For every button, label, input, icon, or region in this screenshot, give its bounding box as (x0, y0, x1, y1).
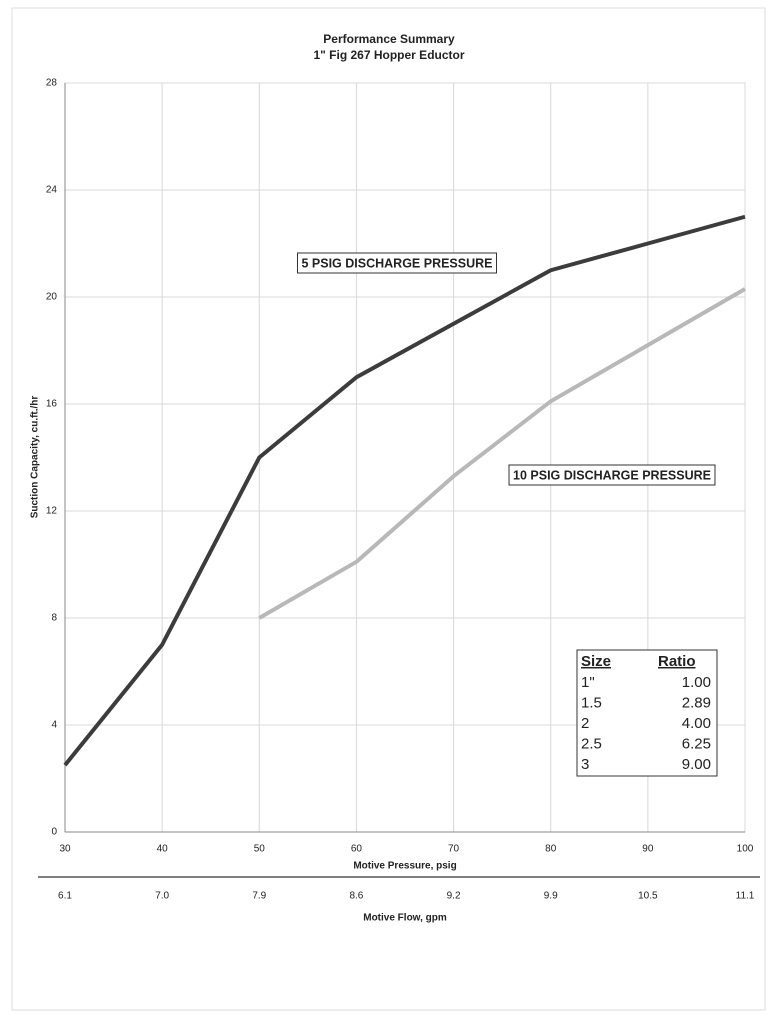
chart-subtitle: 1" Fig 267 Hopper Eductor (313, 48, 464, 62)
y-axis-label: Suction Capacity, cu.ft./hr (30, 396, 41, 519)
line-series (63, 214, 746, 767)
table-cell: 6.25 (682, 735, 711, 752)
table-header: Ratio (658, 653, 696, 670)
x-tick-label: 50 (254, 844, 266, 855)
y-tick-label: 24 (46, 185, 58, 196)
x2-tick-label: 7.0 (155, 891, 169, 902)
x2-tick-label: 6.1 (58, 891, 72, 902)
series-label: 10 PSIG DISCHARGE PRESSURE (513, 468, 711, 482)
y-tick-label: 20 (46, 292, 58, 303)
x2-tick-label: 9.9 (544, 891, 558, 902)
x-tick-label: 100 (737, 844, 754, 855)
x2-tick-label: 7.9 (252, 891, 266, 902)
table-cell: 3 (581, 756, 589, 773)
x-tick-label: 70 (448, 844, 460, 855)
table-cell: 1.5 (581, 694, 602, 711)
y-tick-label: 4 (51, 720, 57, 731)
x-axis-label: Motive Pressure, psig (353, 861, 456, 872)
y-tick-label: 16 (46, 399, 58, 410)
table-cell: 2.5 (581, 735, 602, 752)
table-cell: 1" (581, 674, 595, 691)
series-label-box (508, 464, 716, 486)
x-tick-label: 30 (59, 844, 71, 855)
table-cell: 1.00 (682, 674, 711, 691)
line-series (258, 287, 747, 620)
table-cell: 9.00 (682, 756, 711, 773)
x-tick-label: 80 (545, 844, 557, 855)
y-tick-label: 28 (46, 78, 58, 89)
table-cell: 2.89 (682, 694, 711, 711)
x2-axis-label: Motive Flow, gpm (363, 913, 447, 924)
y-tick-label: 8 (51, 613, 57, 624)
table-cell: 2 (581, 715, 589, 732)
x2-tick-label: 9.2 (447, 891, 461, 902)
x2-tick-label: 8.6 (349, 891, 363, 902)
series-label-box (296, 252, 498, 274)
y-tick-label: 12 (46, 506, 58, 517)
table-header: Size (581, 653, 611, 670)
table-cell: 4.00 (682, 715, 711, 732)
x2-tick-label: 11.1 (736, 891, 755, 902)
y-tick-label: 0 (51, 827, 57, 838)
x-tick-label: 40 (157, 844, 169, 855)
x2-tick-label: 10.5 (638, 891, 658, 902)
ratio-table (576, 649, 718, 777)
chart-title: Performance Summary (323, 32, 455, 46)
x-tick-label: 60 (351, 844, 363, 855)
series-label: 5 PSIG DISCHARGE PRESSURE (301, 256, 492, 270)
frame (11, 7, 766, 1011)
x-tick-label: 90 (642, 844, 654, 855)
